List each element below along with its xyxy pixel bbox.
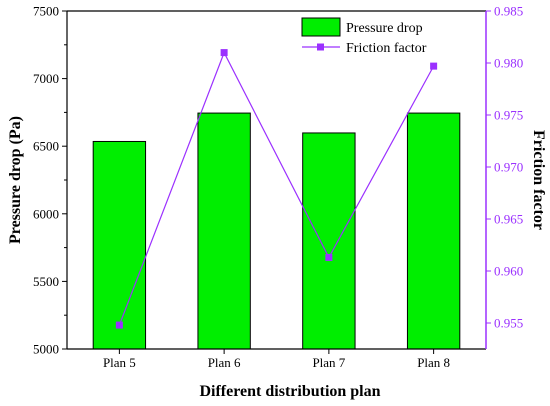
y-tick-label: 5000 [33, 342, 59, 357]
x-tick-label: Plan 8 [417, 355, 450, 370]
y-tick-label: 7500 [33, 4, 59, 19]
y-tick-label: 7000 [33, 71, 59, 86]
friction-line-layer [115, 49, 438, 329]
y2-tick-label: 0.965 [494, 212, 523, 227]
y2-tick-label: 0.955 [494, 316, 523, 331]
legend-label-pressure-drop: Pressure drop [346, 21, 423, 36]
y2-tick-label: 0.980 [494, 56, 523, 71]
x-axis-title: Different distribution plan [199, 383, 380, 400]
bar-plan-6 [197, 112, 251, 350]
friction-point-plan-8 [430, 62, 438, 70]
friction-point-plan-7 [325, 253, 333, 261]
bar-plan-8 [406, 112, 461, 350]
y2-tick-label: 0.960 [494, 264, 523, 279]
y-tick-label: 5500 [33, 274, 59, 289]
x-tick-label: Plan 7 [312, 355, 345, 370]
y2-tick-label: 0.970 [494, 160, 523, 175]
y2-tick-label: 0.985 [494, 4, 523, 19]
legend-label-friction-factor: Friction factor [346, 41, 427, 56]
y-tick-label: 6500 [33, 139, 59, 154]
legend-marker-friction-factor [317, 43, 324, 51]
friction-point-plan-6 [220, 49, 228, 57]
x-tick-label: Plan 5 [103, 355, 136, 370]
y-axis-title: Pressure drop (Pa) [7, 116, 24, 244]
bars-group [92, 112, 461, 350]
legend-swatch-pressure-drop [301, 17, 341, 37]
friction-point-plan-5 [115, 321, 123, 329]
bar-plan-5 [92, 140, 147, 350]
y2-tick-label: 0.975 [494, 108, 523, 123]
bar-plan-7 [302, 132, 356, 350]
y2-axis-title: Friction factor [530, 130, 547, 230]
x-tick-label: Plan 6 [208, 355, 241, 370]
y-tick-label: 6000 [33, 206, 59, 221]
legend: Pressure drop Friction factor [301, 17, 427, 56]
ticks-group: 5000 5500 6000 6500 7000 7500 0.955 0.960 0.965 0… [33, 4, 523, 371]
friction-factor-line [118, 51, 435, 326]
